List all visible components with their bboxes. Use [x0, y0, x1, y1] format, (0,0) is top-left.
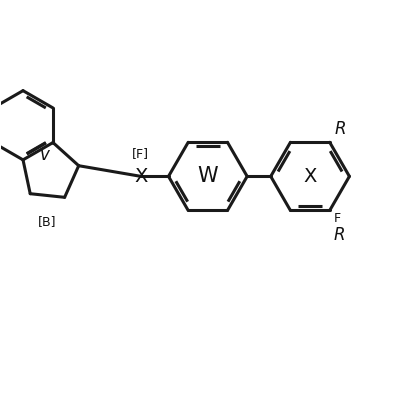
Text: [F]: [F] [132, 147, 148, 160]
Text: X: X [134, 167, 148, 186]
Text: F: F [334, 212, 341, 225]
Text: R: R [334, 226, 345, 244]
Text: [B]: [B] [38, 215, 57, 228]
Text: R: R [335, 120, 346, 138]
Text: v: v [40, 146, 50, 164]
Text: W: W [198, 166, 218, 187]
Text: X: X [303, 167, 317, 186]
